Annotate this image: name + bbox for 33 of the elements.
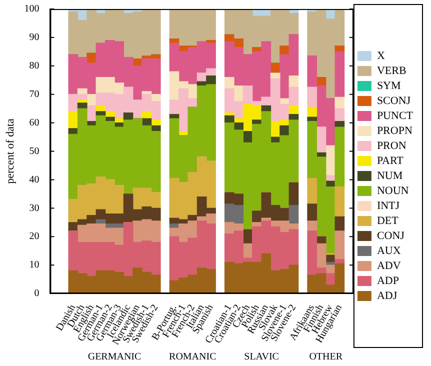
text: GERMANIC [88, 352, 142, 363]
legend-label: ADP [376, 274, 399, 287]
y-tick-label: 30 [29, 202, 40, 214]
legend-label: X [376, 50, 385, 62]
legend-label: DET [376, 214, 399, 227]
y-tick-label: 60 [29, 117, 40, 128]
y-tick-label: 10 [29, 260, 40, 271]
y-tick-label: 70 [29, 88, 40, 100]
legend-label: SYM [376, 80, 401, 92]
y-axis-title: percent of data [4, 118, 16, 184]
y-tick-label: 0 [34, 288, 40, 300]
y-tick-label: 80 [29, 60, 40, 72]
legend-label: PUNCT [376, 110, 414, 122]
y-tick-label: 100 [24, 4, 40, 15]
legend-label: SCONJ [376, 94, 412, 107]
y-tick-label: 40 [29, 174, 40, 186]
legend-label: PROPN [376, 124, 412, 137]
legend-label: VERB [376, 64, 406, 77]
legend-label: CONJ [376, 230, 406, 242]
legend-label: ADJ [376, 290, 398, 302]
text: ROMANIC [169, 352, 217, 363]
text: OTHER [309, 352, 343, 363]
legend-label: AUX [376, 244, 401, 257]
legend-label: INTJ [376, 200, 400, 212]
legend-label: NOUN [376, 184, 409, 197]
legend-label: NUM [376, 170, 403, 182]
y-tick-label: 20 [29, 231, 40, 242]
legend-label: PART [376, 154, 404, 167]
legend-label: ADV [376, 260, 401, 272]
text: SLAVIC [244, 352, 280, 363]
legend-label: PRON [376, 140, 406, 152]
y-tick-label: 90 [29, 32, 40, 44]
y-tick-label: 50 [29, 146, 40, 157]
